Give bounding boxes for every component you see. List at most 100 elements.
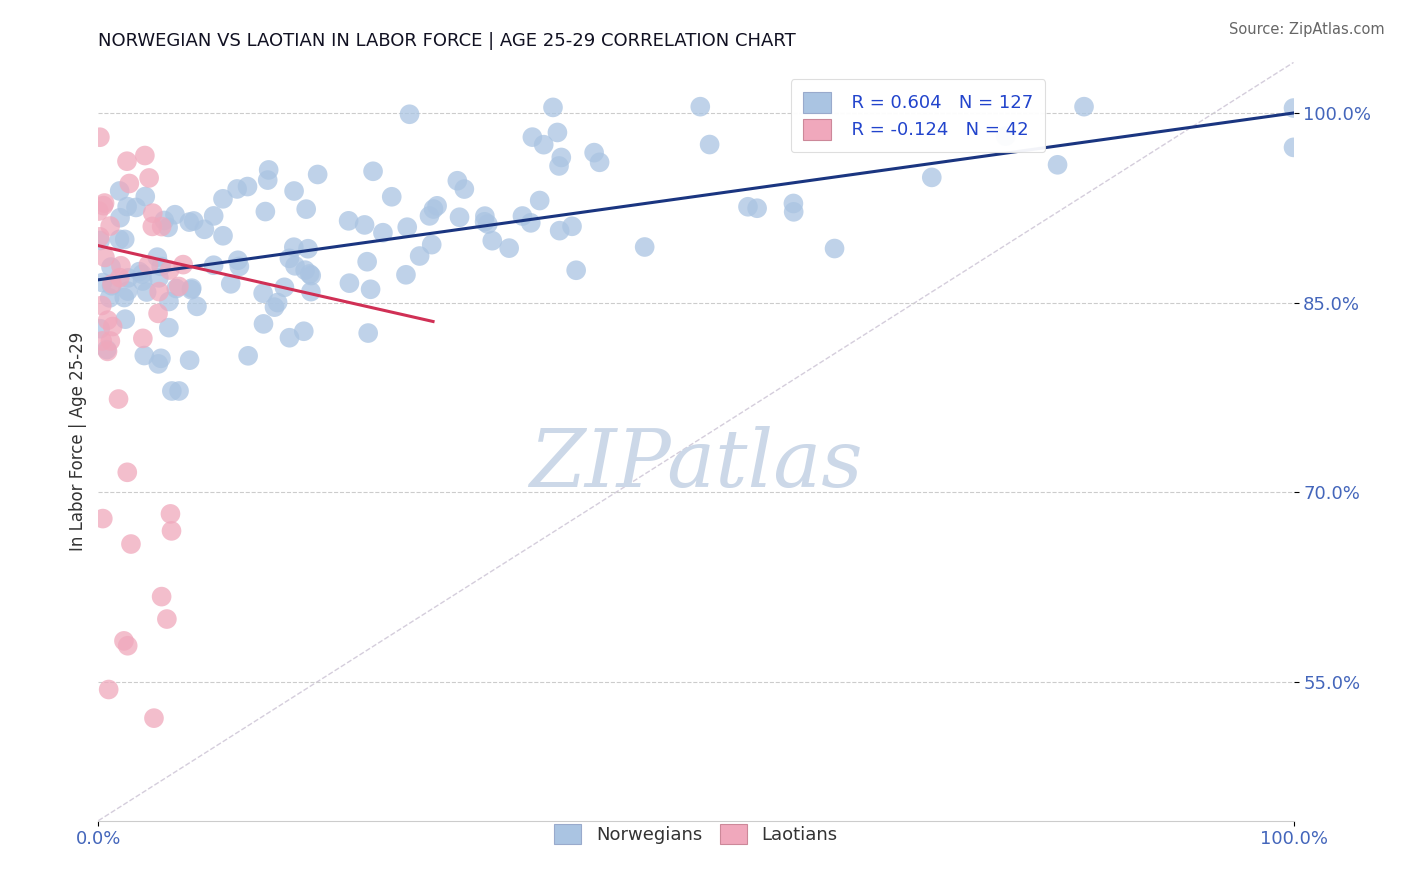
Point xyxy=(292,324,315,338)
Point xyxy=(307,168,329,182)
Point xyxy=(114,232,136,246)
Point xyxy=(520,216,543,230)
Point xyxy=(263,300,285,314)
Point xyxy=(353,218,375,232)
Point xyxy=(112,633,135,648)
Point xyxy=(132,331,155,345)
Point xyxy=(546,126,568,140)
Point xyxy=(634,240,657,254)
Point xyxy=(149,351,172,366)
Text: NORWEGIAN VS LAOTIAN IN LABOR FORCE | AGE 25-29 CORRELATION CHART: NORWEGIAN VS LAOTIAN IN LABOR FORCE | AG… xyxy=(98,32,796,50)
Point xyxy=(138,170,160,185)
Point xyxy=(699,137,721,152)
Point xyxy=(481,234,503,248)
Point xyxy=(283,184,305,198)
Point xyxy=(87,204,110,219)
Point xyxy=(157,220,180,235)
Point xyxy=(236,349,259,363)
Point xyxy=(97,313,120,327)
Point xyxy=(541,100,564,114)
Point xyxy=(299,268,322,283)
Point xyxy=(117,639,139,653)
Point xyxy=(219,277,242,291)
Point xyxy=(101,319,124,334)
Point xyxy=(299,285,322,299)
Point xyxy=(284,259,307,273)
Point xyxy=(824,242,846,256)
Point xyxy=(257,162,280,177)
Point xyxy=(226,182,249,196)
Point xyxy=(782,204,804,219)
Point xyxy=(994,129,1017,144)
Point xyxy=(550,151,572,165)
Point xyxy=(361,164,384,178)
Point xyxy=(131,274,153,288)
Point xyxy=(193,222,215,236)
Point xyxy=(689,100,711,114)
Point xyxy=(337,214,360,228)
Point xyxy=(97,682,120,697)
Point xyxy=(150,219,173,234)
Point xyxy=(477,217,499,231)
Point xyxy=(1046,158,1069,172)
Point xyxy=(921,170,943,185)
Point xyxy=(93,199,115,213)
Point xyxy=(156,612,179,626)
Point xyxy=(180,281,202,295)
Point xyxy=(89,230,111,244)
Point xyxy=(115,200,138,214)
Point xyxy=(426,199,449,213)
Point xyxy=(180,283,202,297)
Point xyxy=(98,334,121,348)
Point xyxy=(108,232,131,246)
Point xyxy=(108,184,131,198)
Point xyxy=(157,320,180,334)
Point xyxy=(561,219,583,234)
Point xyxy=(202,209,225,223)
Text: ZIPatlas: ZIPatlas xyxy=(529,425,863,503)
Point xyxy=(418,209,440,223)
Point xyxy=(212,192,235,206)
Point xyxy=(548,159,571,173)
Point xyxy=(96,344,118,359)
Point xyxy=(298,267,321,281)
Point xyxy=(297,242,319,256)
Point xyxy=(565,263,588,277)
Point xyxy=(120,537,142,551)
Point xyxy=(134,148,156,162)
Point xyxy=(148,271,170,285)
Point xyxy=(160,384,183,398)
Point xyxy=(1282,101,1305,115)
Point xyxy=(453,182,475,196)
Point xyxy=(202,258,225,272)
Point xyxy=(294,263,316,277)
Point xyxy=(89,321,111,335)
Point xyxy=(100,260,122,274)
Point xyxy=(108,270,131,285)
Point xyxy=(548,224,571,238)
Point xyxy=(226,253,249,268)
Point xyxy=(117,271,139,285)
Point xyxy=(148,285,170,299)
Point xyxy=(125,201,148,215)
Point xyxy=(157,294,180,309)
Point xyxy=(114,312,136,326)
Point xyxy=(159,263,181,277)
Point xyxy=(422,202,444,216)
Point xyxy=(474,209,496,223)
Point xyxy=(165,281,187,295)
Point xyxy=(1282,140,1305,154)
Point xyxy=(146,250,169,264)
Point xyxy=(117,465,139,479)
Point xyxy=(381,190,404,204)
Point xyxy=(94,251,117,265)
Point xyxy=(186,299,208,313)
Point xyxy=(141,219,163,234)
Point xyxy=(533,137,555,152)
Point xyxy=(138,258,160,272)
Point xyxy=(98,219,121,233)
Point xyxy=(522,130,544,145)
Point xyxy=(110,259,132,273)
Point xyxy=(93,196,115,211)
Point xyxy=(150,590,173,604)
